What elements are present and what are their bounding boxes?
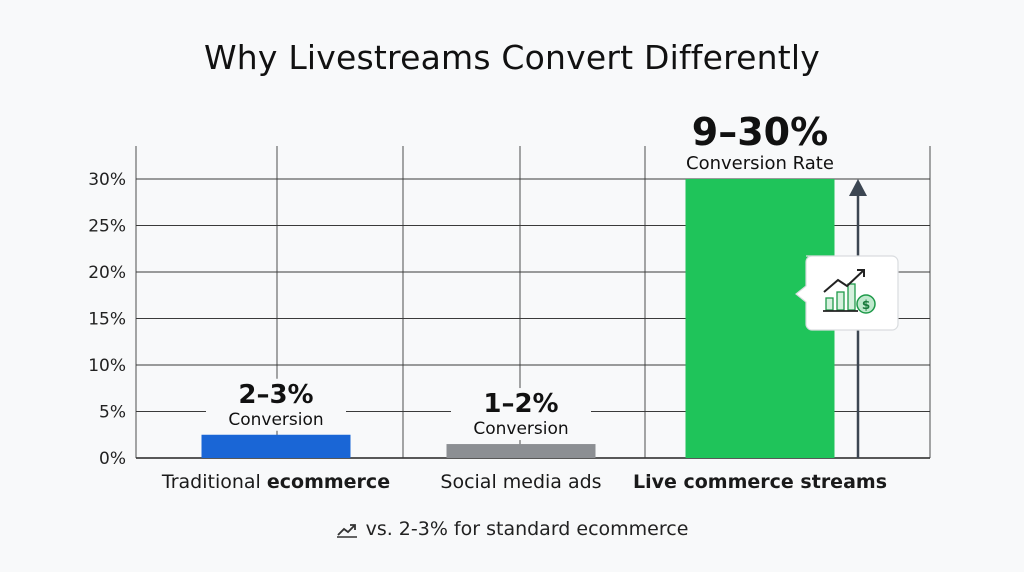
y-tick-label: 10%	[88, 356, 126, 376]
y-tick-label: 0%	[99, 449, 126, 469]
label-mask	[670, 109, 850, 175]
bar	[446, 444, 596, 458]
value-label-caption: Conversion	[228, 410, 323, 430]
value-label-range: 2–3%	[238, 380, 313, 410]
x-axis-labels: Traditional ecommerce Social media ads Liv…	[161, 471, 887, 493]
growth-callout: $	[795, 255, 899, 331]
y-tick-label: 15%	[88, 310, 126, 330]
trend-up-icon	[336, 524, 357, 538]
svg-text:$: $	[862, 298, 870, 312]
x-category-label: Traditional ecommerce	[161, 471, 390, 493]
label-mask	[206, 378, 346, 431]
label-mask	[451, 388, 591, 441]
footnote-text: vs. 2-3% for standard ecommerce	[365, 518, 689, 540]
y-tick-label: 5%	[99, 403, 126, 423]
y-tick-label: 30%	[88, 170, 126, 190]
value-label-caption: Conversion Rate	[686, 153, 834, 174]
y-axis-ticks: 0% 5% 10% 15% 20% 25% 30%	[88, 170, 126, 469]
value-label: 9–30%Conversion Rate	[670, 109, 850, 175]
category-text: Social media ads	[440, 471, 601, 493]
value-label: 1–2%Conversion	[451, 388, 591, 441]
x-category-label: Social media ads	[440, 471, 601, 493]
footnote: vs. 2-3% for standard ecommerce	[0, 518, 1024, 540]
value-label-range: 9–30%	[692, 110, 828, 154]
category-text-bold: Live commerce streams	[633, 471, 887, 493]
category-text-bold: ecommerce	[267, 471, 390, 493]
x-category-label: Live commerce streams	[633, 471, 887, 493]
y-tick-label: 25%	[88, 217, 126, 237]
value-label-range: 1–2%	[483, 389, 558, 419]
bar	[201, 434, 351, 458]
revenue-growth-icon: $	[823, 269, 876, 314]
chart-title: Why Livestreams Convert Differently	[203, 38, 821, 77]
value-labels: 2–3%Conversion1–2%Conversion9–30%Convers…	[206, 109, 850, 441]
y-tick-label: 20%	[88, 263, 126, 283]
category-text: Traditional	[161, 471, 267, 493]
value-label-caption: Conversion	[473, 419, 568, 439]
value-label: 2–3%Conversion	[206, 378, 346, 431]
